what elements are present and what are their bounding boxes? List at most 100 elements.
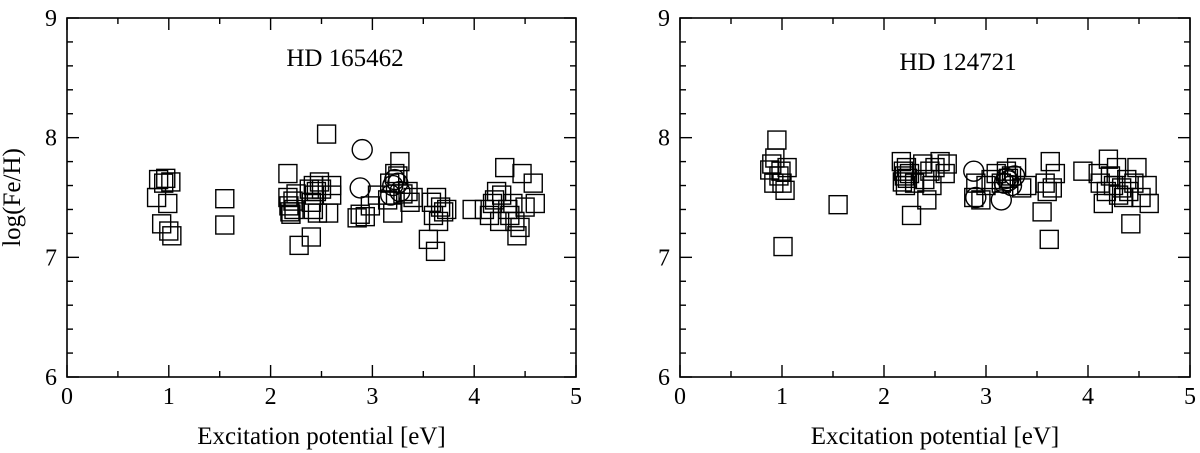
- panel-1-square-point: [505, 211, 525, 232]
- panel-2-x-tick-label: 4: [1082, 384, 1094, 410]
- panel-1-square-point: [525, 193, 545, 214]
- panel-2-square-point: [1040, 151, 1060, 172]
- panel-1-square-point: [215, 188, 235, 209]
- panel-1-square-point: [309, 172, 330, 192]
- panel-1-square-point: [347, 208, 367, 228]
- panel-1-square-point: [154, 173, 174, 193]
- panel-1-square-point: [383, 203, 403, 223]
- panel-2-square-point: [1032, 202, 1052, 222]
- panel-2-x-tick-label: 0: [674, 384, 686, 410]
- panel-2-x-tick-label: 1: [776, 384, 788, 410]
- panel-2-square-point: [1045, 163, 1066, 184]
- panel-2-y-tick-label: 9: [658, 6, 670, 32]
- panel-2-square-point: [901, 205, 922, 226]
- panel-1-square-point: [433, 202, 454, 222]
- panel-2-square-point: [1131, 187, 1151, 208]
- panel-1-square-point: [510, 217, 530, 238]
- panel-1-panel-title: HD 165462: [286, 45, 403, 72]
- panel-2-y-tick-label: 8: [658, 126, 670, 152]
- panel-2-square-point: [917, 190, 937, 210]
- panel-2-square-point: [1124, 173, 1144, 193]
- panel-2-square-point: [773, 236, 793, 257]
- panel-1-square-point: [430, 197, 451, 217]
- panel-1-x-tick-label: 2: [265, 384, 277, 410]
- panel-1-square-point: [425, 241, 446, 262]
- panel-2-circle-point: [963, 160, 985, 182]
- panel-2-square-point: [772, 173, 792, 193]
- panel-2-square-point: [1039, 229, 1059, 250]
- panel-1-square-point: [462, 199, 482, 220]
- panel-2-square-point: [893, 161, 914, 181]
- panel-1-circle-point: [389, 180, 411, 203]
- panel-1-x-tick-label: 5: [570, 384, 582, 410]
- panel-1-x-axis-label: Excitation potential [eV]: [197, 423, 446, 450]
- panel-2-square-point: [1139, 193, 1159, 214]
- panel-1-square-point: [486, 181, 507, 202]
- panel-1-x-tick-label: 3: [366, 384, 378, 410]
- panel-1-square-point: [299, 179, 319, 199]
- panel-2-square-point: [1117, 169, 1137, 190]
- panel-1-square-point: [495, 157, 515, 178]
- panel-1-square-point: [301, 192, 322, 212]
- panel-2-square-point: [996, 161, 1017, 181]
- panel-1-square-point: [523, 173, 543, 193]
- panel-2-circle-point: [990, 189, 1012, 211]
- panel-1-square-point: [158, 193, 178, 214]
- panel-2-square-point: [937, 154, 957, 174]
- panel-1-square-point: [377, 190, 398, 210]
- panel-1-circle-point: [387, 172, 409, 194]
- panel-1-square-point: [367, 185, 388, 205]
- panel-1-square-point: [316, 124, 337, 144]
- panel-2-x-axis-label: Excitation potential [eV]: [811, 423, 1060, 450]
- panel-2-x-tick-label: 2: [878, 384, 890, 410]
- panel-1-square-point: [161, 172, 181, 192]
- panel-1-square-point: [156, 168, 176, 189]
- panel-1-x-tick-label: 1: [163, 384, 175, 410]
- panel-1-square-point: [301, 227, 322, 247]
- panel-1-square-point: [215, 215, 235, 235]
- panel-2-square-point: [1106, 157, 1127, 178]
- panel-2-square-point: [971, 190, 991, 210]
- panel-1-circle-point: [349, 177, 371, 199]
- panel-1-square-point: [418, 229, 439, 250]
- panel-1-circle-point: [380, 184, 402, 206]
- panel-2-square-point: [1127, 157, 1147, 178]
- panel-2-square-point: [1108, 185, 1129, 205]
- panel-1-y-tick-label: 7: [45, 245, 57, 271]
- panel-2-panel-title: HD 124721: [899, 49, 1016, 76]
- panel-1-x-tick-label: 4: [468, 384, 480, 410]
- panel-1-y-axis-label: log(Fe/H): [0, 148, 26, 247]
- panel-1-square-point: [437, 199, 457, 220]
- panel-2-square-point: [896, 157, 917, 178]
- panel-2-y-tick-label: 6: [658, 365, 670, 391]
- panel-2-y-tick-label: 7: [658, 245, 670, 271]
- panel-2-square-point: [925, 157, 945, 178]
- panel-2-square-point: [964, 187, 984, 208]
- panel-2-circle-point: [1000, 174, 1023, 197]
- panel-2-square-point: [771, 161, 791, 181]
- panel-1-circle-point: [384, 168, 406, 191]
- panel-1-square-point: [311, 179, 332, 199]
- panel-1-square-point: [281, 204, 301, 224]
- panel-2-square-point: [1121, 214, 1141, 234]
- panel-2-circle-point: [1003, 165, 1026, 187]
- panel-1-y-tick-label: 8: [45, 126, 57, 152]
- panel-1-square-point: [307, 203, 328, 223]
- panel-1-square-point: [515, 197, 535, 217]
- panel-2-square-point: [767, 130, 787, 150]
- panel-2-square-point: [966, 173, 986, 193]
- panel-2-square-point: [930, 151, 950, 172]
- panel-2-square-point: [777, 157, 797, 178]
- panel-1-square-point: [321, 175, 342, 196]
- panel-2-square-point: [1042, 178, 1063, 198]
- panel-2-square-point: [1073, 161, 1093, 181]
- panel-1-x-tick-label: 0: [61, 384, 73, 410]
- panel-1-square-point: [148, 169, 169, 190]
- panel-1-square-point: [159, 221, 179, 241]
- panel-1-square-point: [162, 226, 182, 246]
- panel-1-square-point: [489, 211, 510, 232]
- panel-1-circle-point: [351, 138, 373, 161]
- panel-1-y-tick-label: 9: [45, 6, 57, 32]
